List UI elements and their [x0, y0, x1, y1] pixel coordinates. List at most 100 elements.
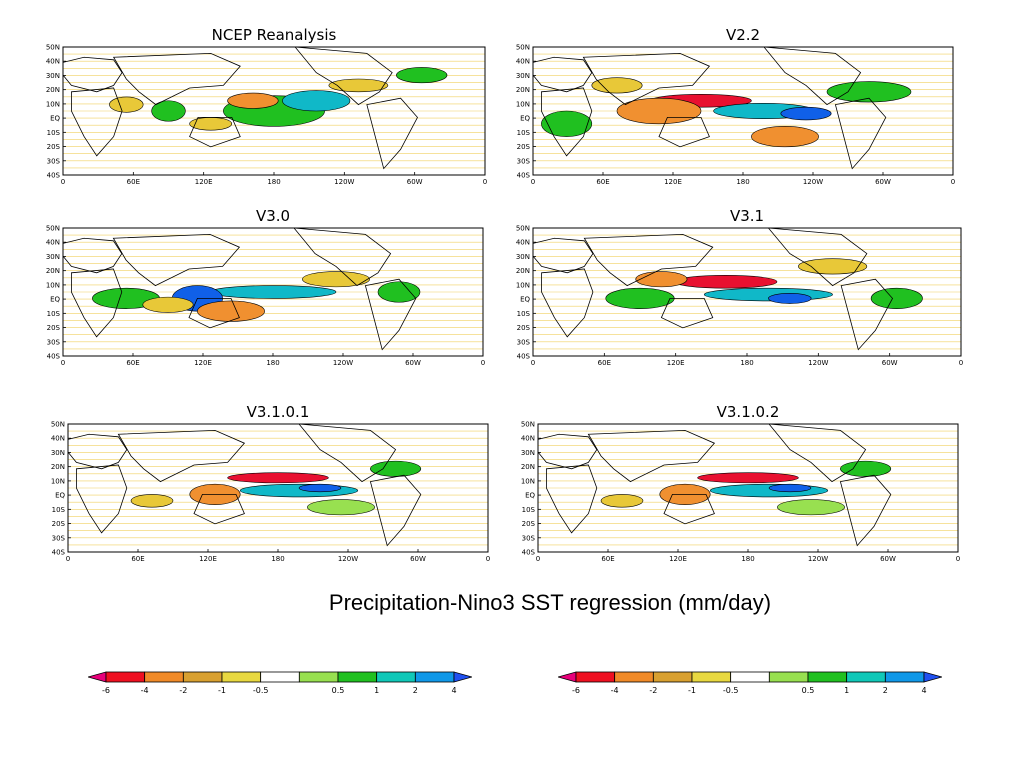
coastline	[583, 233, 714, 287]
lon-tick-label: 60W	[410, 555, 426, 563]
lat-tick-label: 20S	[47, 143, 61, 151]
lat-tick-label: 40N	[516, 58, 530, 66]
lat-tick-label: 30S	[517, 338, 531, 346]
regression-contour	[826, 81, 912, 103]
lat-tick-label: 50N	[521, 421, 535, 429]
regression-contour	[840, 460, 892, 477]
lon-tick-label: 120W	[808, 555, 828, 563]
lon-tick-label: 120E	[194, 359, 212, 367]
lat-tick-label: 10S	[52, 506, 66, 514]
colorbar-min-arrow	[556, 671, 577, 683]
lat-tick-label: 30S	[52, 534, 66, 542]
lat-tick-label: EQ	[55, 492, 65, 500]
coastline	[294, 46, 393, 106]
lon-tick-label: 60E	[131, 555, 144, 563]
lat-tick-label: EQ	[50, 115, 60, 123]
regression-contour	[142, 296, 194, 313]
colorbar-swatch	[614, 671, 654, 683]
lon-tick-label: 0	[481, 359, 485, 367]
lat-tick-label: 30N	[51, 449, 65, 457]
regression-contour	[616, 97, 702, 125]
lon-tick-label: 60E	[596, 178, 609, 186]
colorbar-swatch	[652, 671, 693, 683]
colorbar-max-arrow	[453, 671, 474, 683]
lat-tick-label: 50N	[516, 225, 530, 233]
colorbar-tick-label: -1	[688, 686, 696, 695]
coastline	[840, 278, 894, 351]
lat-tick-label: 40S	[47, 353, 61, 361]
coastline	[545, 464, 598, 534]
lat-tick-label: 20N	[46, 86, 60, 94]
figure-title: Precipitation-Nino3 SST regression (mm/d…	[328, 590, 772, 615]
colorbar-swatch	[298, 671, 339, 683]
lat-tick-label: 20N	[51, 463, 65, 471]
coastline	[540, 87, 593, 157]
colorbar-right: -6-4-2-1-0.50.51246	[556, 668, 965, 698]
regression-contour	[282, 90, 351, 112]
coastline	[112, 52, 241, 106]
coastline	[117, 429, 246, 483]
colorbar-tick-label: -2	[649, 686, 657, 695]
regression-contour	[870, 287, 923, 309]
lat-tick-label: 10N	[516, 281, 530, 289]
map-panel: V3.0 50N 40N 30N 20N 10N EQ 10S 20S 30S 40S 0 60E 120…	[46, 207, 485, 367]
coastline	[62, 237, 123, 274]
lat-tick-label: 10S	[47, 129, 61, 137]
regression-contour	[370, 460, 422, 477]
lon-tick-label: 120E	[669, 555, 687, 563]
coastline	[369, 474, 422, 547]
lon-tick-label: 0	[66, 555, 70, 563]
lon-tick-label: 0	[536, 555, 540, 563]
regression-contour	[227, 92, 279, 109]
coastline	[541, 268, 594, 338]
lat-tick-label: 20S	[52, 520, 66, 528]
panel-title: V2.2	[725, 26, 761, 44]
regression-contour	[605, 287, 675, 309]
coastline	[112, 233, 241, 287]
colorbar-swatch	[575, 671, 616, 683]
lon-tick-label: 60W	[875, 178, 891, 186]
coastline	[767, 227, 868, 287]
lat-tick-label: 40S	[47, 172, 61, 180]
lon-tick-label: 120W	[333, 359, 353, 367]
colorbar-swatch	[376, 671, 416, 683]
lon-tick-label: 180	[741, 555, 754, 563]
map-panel: V2.2 50N 40N 30N 20N 10N EQ 10S 20S 30S 40S 0 60E 120…	[516, 26, 955, 186]
colorbar-swatch	[884, 671, 925, 683]
colorbar-swatch	[337, 671, 378, 683]
colorbar-tick-label: 2	[883, 686, 888, 695]
lat-tick-label: 10N	[51, 477, 65, 485]
regression-contour	[768, 292, 812, 304]
lon-tick-label: 0	[951, 178, 955, 186]
colorbar-max-arrow	[923, 671, 944, 683]
regression-contour	[541, 110, 593, 137]
lat-tick-label: 10S	[47, 310, 61, 318]
colorbar-swatch	[144, 671, 184, 683]
lat-tick-label: 10S	[517, 310, 531, 318]
lat-tick-label: EQ	[50, 296, 60, 304]
lat-tick-label: 20N	[516, 267, 530, 275]
coastline	[70, 268, 123, 338]
regression-contour	[768, 483, 812, 493]
lat-tick-label: 40S	[52, 549, 66, 557]
coastline	[293, 227, 392, 287]
coastline	[189, 117, 241, 148]
lon-tick-label: 60W	[880, 555, 896, 563]
coastline	[193, 494, 245, 525]
lat-tick-label: 40S	[517, 353, 531, 361]
colorbar-tick-label: 1	[374, 686, 379, 695]
regression-contour	[307, 499, 375, 516]
lat-tick-label: 40S	[522, 549, 536, 557]
colorbar-tick-label: 4	[451, 686, 456, 695]
lon-tick-label: 0	[959, 359, 963, 367]
coastline	[660, 298, 714, 329]
regression-contour	[189, 117, 233, 131]
regression-contour	[151, 100, 186, 122]
colorbar-tick-label: -6	[102, 686, 110, 695]
lat-tick-label: 30S	[522, 534, 536, 542]
lon-tick-label: 0	[531, 178, 535, 186]
lat-tick-label: 50N	[51, 421, 65, 429]
